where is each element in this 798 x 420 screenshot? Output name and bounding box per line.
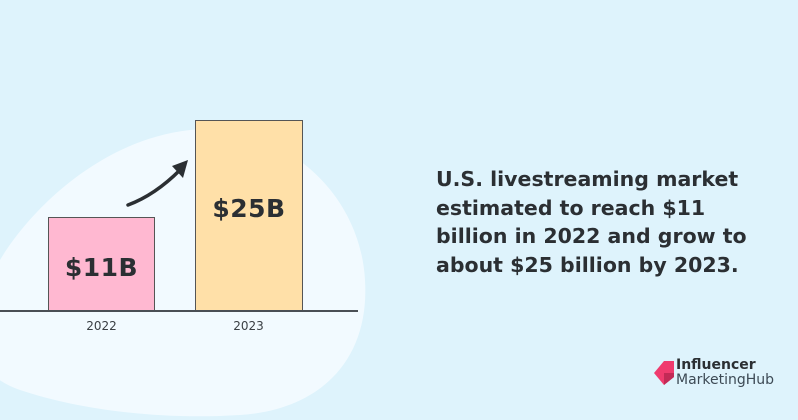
headline-line: U.S. livestreaming market — [436, 167, 739, 191]
influencer-marketing-hub-logo: Influencer MarketingHub — [654, 358, 774, 388]
headline-line: billion in 2022 and grow to — [436, 224, 747, 248]
headline-line: about $25 billion by 2023. — [436, 252, 739, 277]
logo-text-influencer: Influencer — [676, 357, 756, 373]
logo-mark-icon — [654, 361, 674, 385]
bar-value-2022: $11B — [64, 252, 139, 282]
bar-2023: $25B — [195, 120, 303, 311]
logo-text-marketinghub: MarketingHub — [676, 372, 775, 388]
headline: U.S. livestreaming market estimated to r… — [436, 165, 796, 279]
growth-arrow-icon — [126, 160, 188, 207]
bar-chart: $11B $25B 2022 2023 — [0, 120, 358, 333]
x-tick-2022: 2022 — [86, 319, 117, 333]
bar-2022: $11B — [48, 217, 155, 311]
bar-value-2023: $25B — [212, 194, 286, 223]
x-tick-2023: 2023 — [233, 319, 264, 333]
headline-line: estimated to reach $11 — [436, 195, 706, 220]
x-axis — [0, 310, 358, 312]
